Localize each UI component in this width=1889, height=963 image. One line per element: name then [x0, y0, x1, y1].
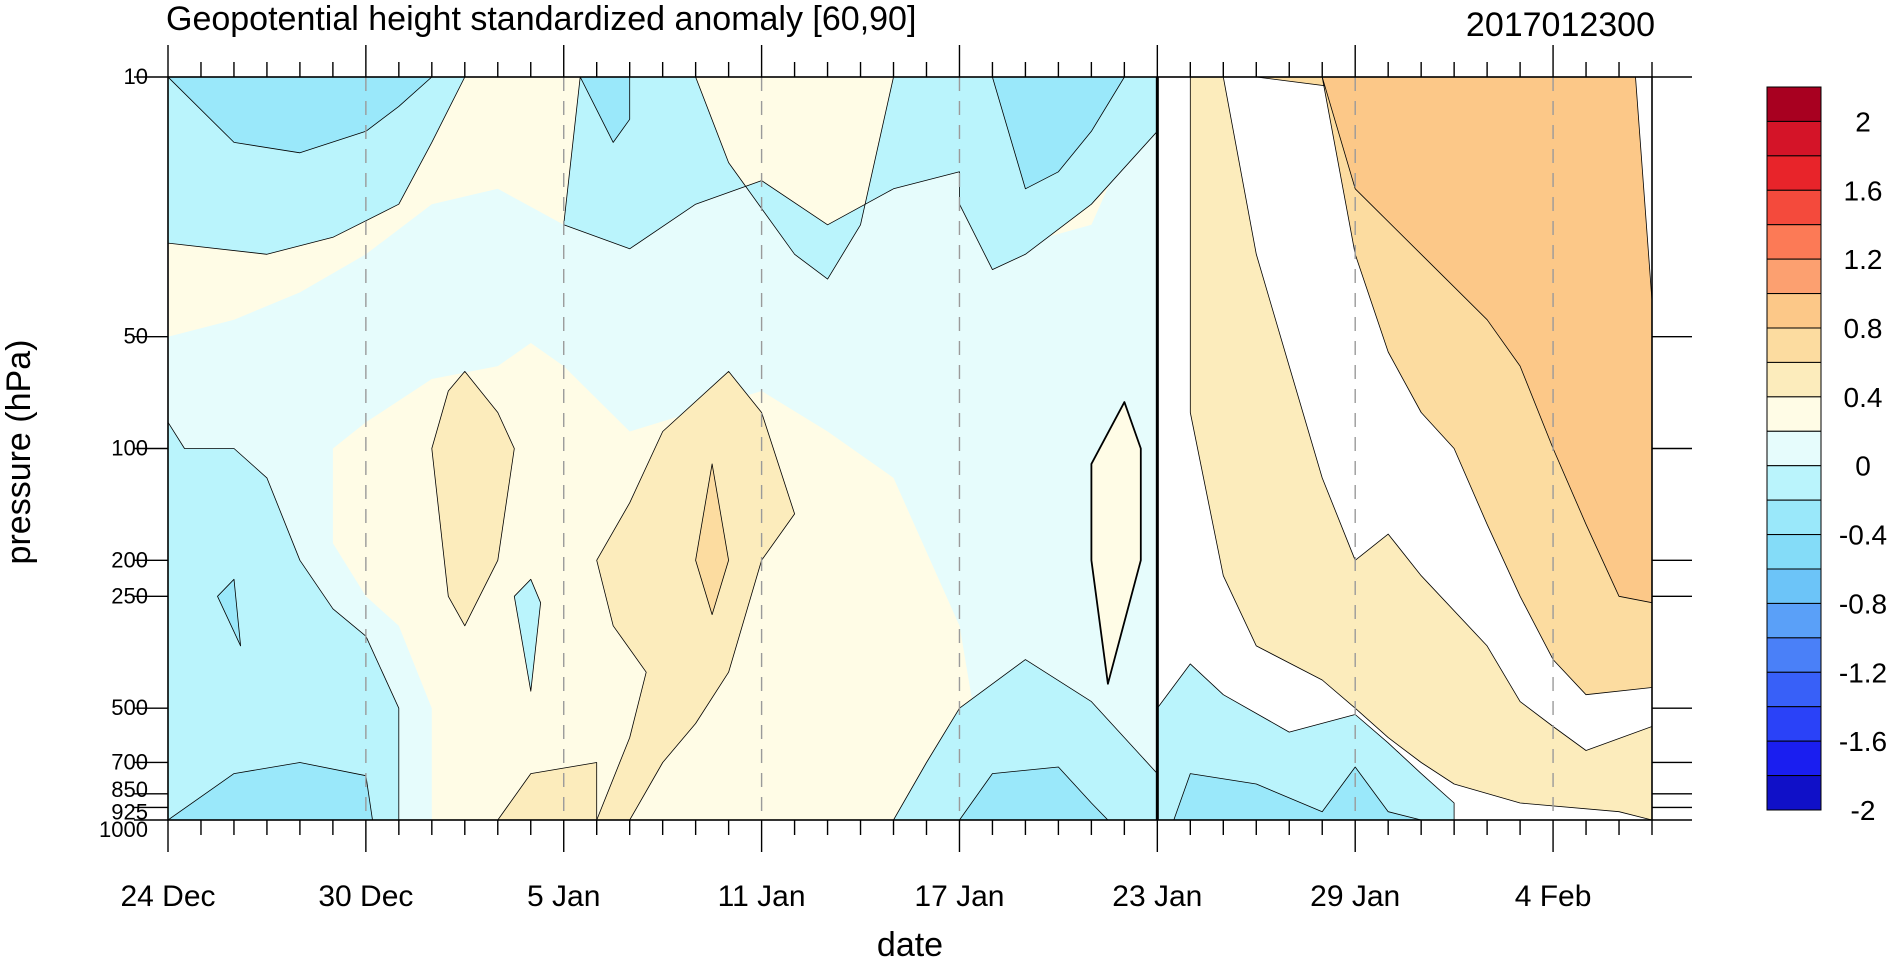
colorbar-swatch [1766, 293, 1822, 329]
x-tick-label: 24 Dec [120, 880, 215, 913]
colorbar-swatch [1766, 224, 1822, 260]
y-axis-label: pressure (hPa) [0, 340, 38, 565]
y-tick-label: 850 [111, 777, 148, 802]
colorbar-swatch [1766, 155, 1822, 191]
colorbar-swatch [1766, 637, 1822, 673]
x-tick-label: 29 Jan [1310, 880, 1400, 913]
colorbar-swatch [1766, 534, 1822, 570]
x-tick-label: 11 Jan [718, 880, 806, 913]
colorbar-label: 1.6 [1844, 175, 1883, 206]
colorbar-swatch [1766, 602, 1822, 639]
colorbar-swatch [1766, 189, 1822, 226]
axes: 24 Dec 30 Dec 5 Jan 11 Jan 17 Jan 23 Jan 29 Ja… [99, 45, 1692, 913]
contour-region [695, 463, 729, 615]
colorbar-label: -1.2 [1839, 657, 1887, 688]
colorbar-swatch [1766, 568, 1822, 604]
y-tick-label: 1000 [99, 817, 148, 842]
x-tick-label: 30 Dec [318, 880, 413, 913]
contour-region [579, 77, 631, 143]
y-tick-label: 10 [124, 64, 148, 89]
contour-region [497, 762, 598, 820]
colorbar-swatch [1766, 86, 1822, 122]
colorbar-swatch [1766, 740, 1822, 777]
y-tick-label: 200 [111, 547, 148, 572]
contour-region [217, 578, 242, 647]
chart-timestamp: 2017012300 [1466, 6, 1655, 44]
y-tick-label: 500 [111, 695, 148, 720]
contour-region [431, 370, 515, 627]
plot-area [168, 77, 1652, 820]
chart-title: Geopotential height standardized anomaly… [166, 0, 916, 38]
contour-region [992, 77, 1125, 190]
colorbar-label: -2 [1851, 795, 1876, 826]
colorbar-label: -0.8 [1839, 588, 1887, 619]
colorbar-swatch [1766, 396, 1822, 432]
contour-region [1189, 77, 1652, 820]
x-tick-label: 23 Jan [1112, 880, 1202, 913]
colorbar-swatch [1766, 706, 1822, 742]
colorbar-swatch [1766, 465, 1822, 501]
x-tick-label: 17 Jan [914, 880, 1004, 913]
colorbar-label: -1.6 [1839, 726, 1887, 757]
y-tick-label: 250 [111, 583, 148, 608]
colorbar-swatch [1766, 327, 1822, 363]
contour-region [168, 421, 400, 820]
colorbar-swatch [1766, 120, 1822, 157]
contour-region [1321, 77, 1652, 604]
colorbar-swatch [1766, 430, 1822, 467]
colorbar-label: 0.4 [1844, 382, 1883, 413]
y-tick-label: 700 [111, 749, 148, 774]
colorbar-swatch [1766, 499, 1822, 536]
colorbar-swatch [1766, 361, 1822, 398]
contour-fills [168, 77, 1652, 820]
contour-region [1090, 401, 1142, 685]
colorbar: 2 1.6 1.2 0.8 0.4 0 -0.4 -0.8 -1.2 -1.6 -2 [1766, 86, 1887, 826]
colorbar-label: 0 [1855, 451, 1871, 482]
colorbar-label: 2 [1855, 106, 1871, 137]
x-axis-label: date [877, 926, 943, 963]
contour-region [1173, 766, 1422, 820]
contour-region [959, 766, 1109, 820]
contour-region [513, 578, 541, 692]
colorbar-label: 0.8 [1844, 313, 1883, 344]
colorbar-swatch [1766, 775, 1822, 811]
contour-region [168, 77, 1158, 820]
y-tick-label: 50 [124, 324, 148, 349]
x-tick-label: 4 Feb [1515, 880, 1592, 913]
colorbar-label: 1.2 [1844, 244, 1883, 275]
colorbar-swatch [1766, 671, 1822, 708]
colorbar-label: -0.4 [1839, 520, 1887, 551]
contour-region [596, 370, 795, 820]
y-tick-label: 100 [111, 436, 148, 461]
colorbar-swatch [1766, 258, 1822, 295]
contour-region [168, 762, 373, 820]
x-tick-label: 5 Jan [527, 880, 600, 913]
